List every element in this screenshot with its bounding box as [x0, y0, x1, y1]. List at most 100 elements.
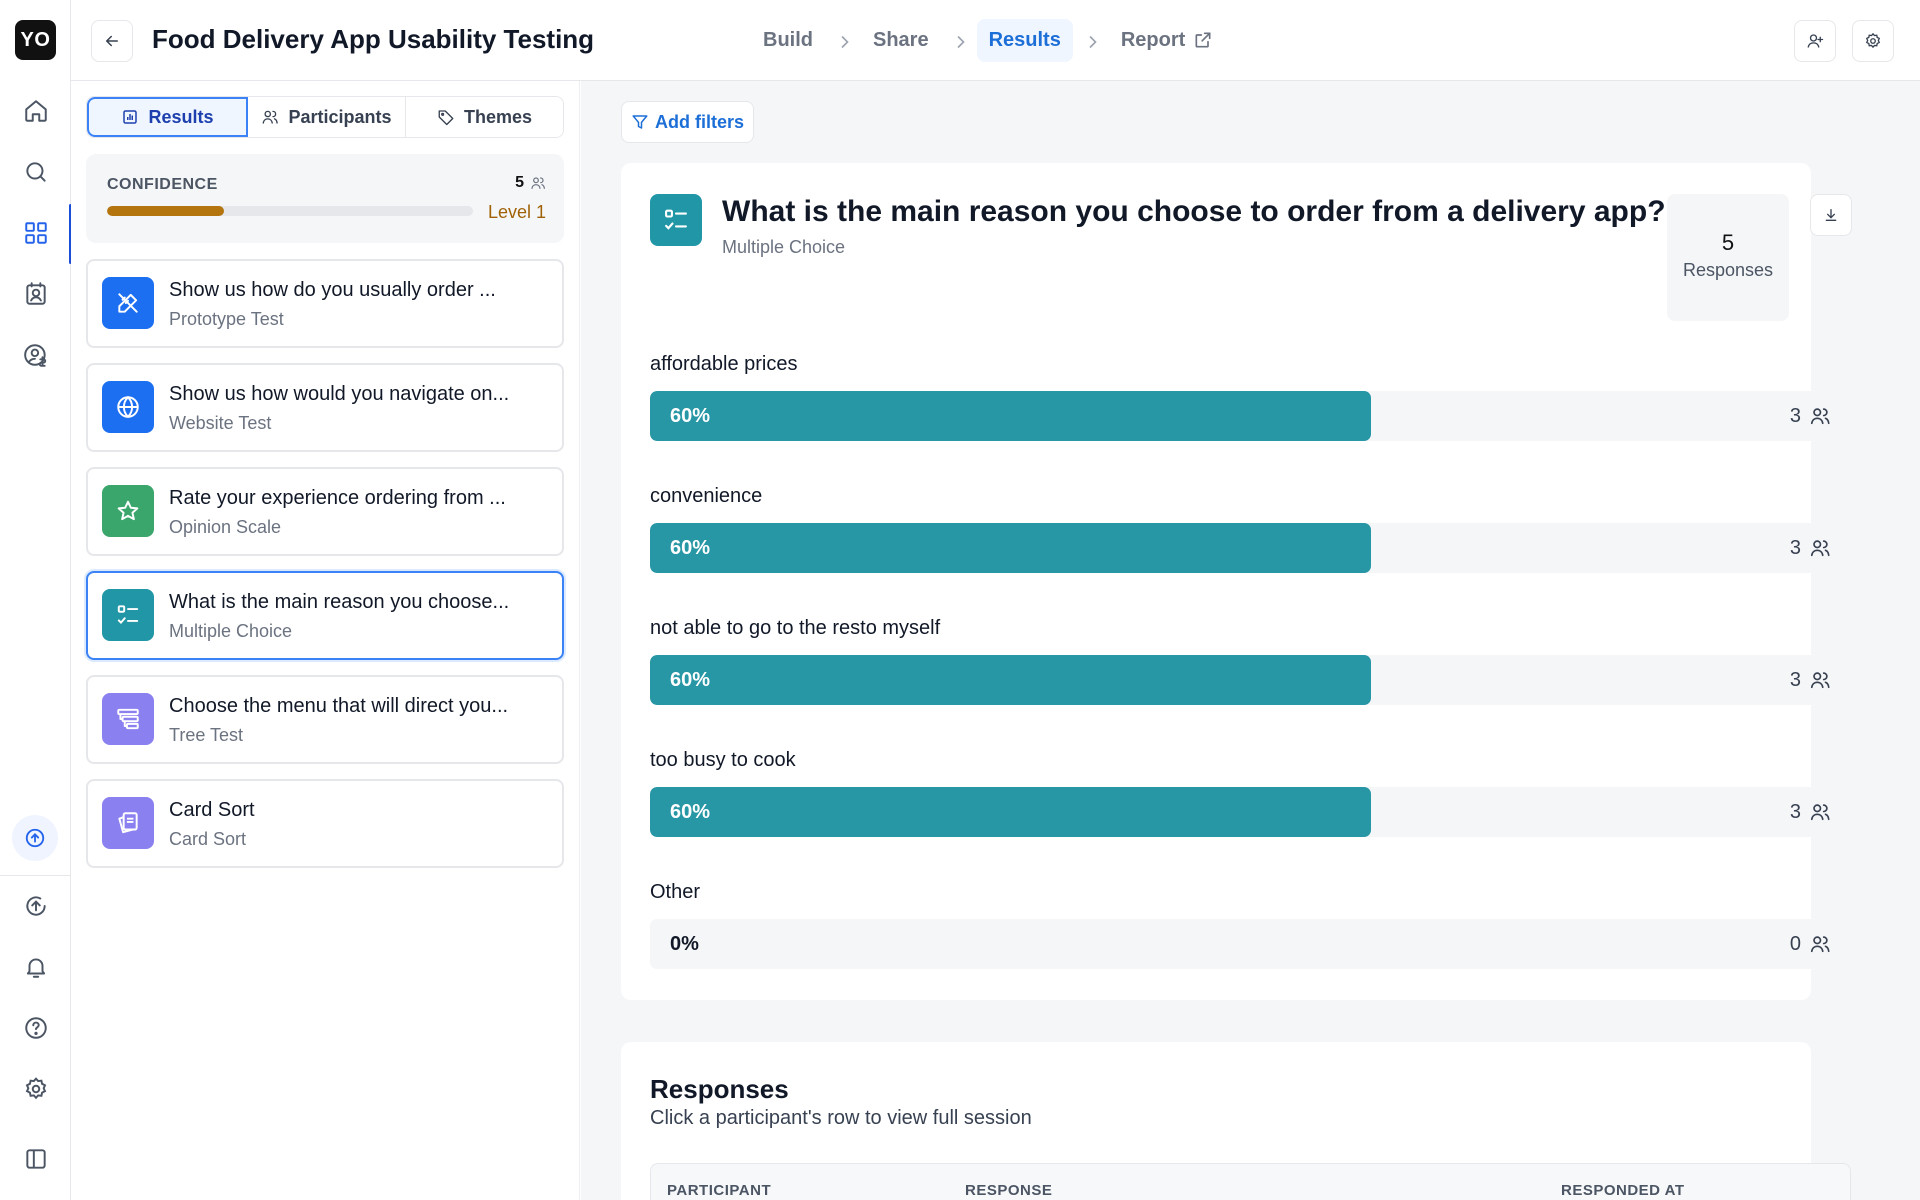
responses-title: Responses — [650, 1074, 789, 1104]
billing-user-icon[interactable] — [14, 333, 58, 377]
user-plus-icon — [1807, 34, 1824, 48]
users-icon — [1810, 408, 1830, 425]
column-response[interactable]: RESPONSE — [965, 1182, 1053, 1199]
confidence-level: Level 1 — [487, 202, 546, 222]
search-icon[interactable] — [14, 150, 58, 194]
back-button[interactable] — [91, 20, 133, 62]
option-count-value: 3 — [1789, 668, 1801, 691]
crumb-build[interactable]: Build — [751, 19, 825, 62]
crumb-report-label: Report — [1120, 28, 1186, 51]
confidence-progress — [107, 206, 473, 216]
option-bar-fill — [650, 787, 1371, 837]
option-label: too busy to cook — [650, 749, 796, 771]
users-icon — [1810, 672, 1830, 689]
option-bar[interactable]: 60% 3 — [650, 391, 1851, 441]
option-count-value: 3 — [1789, 800, 1801, 823]
left-rail: YO — [0, 0, 72, 1200]
task-card-selected[interactable]: What is the main reason you choose... Mu… — [86, 571, 564, 660]
confidence-participants: 5 — [515, 174, 546, 192]
option-bar[interactable]: 0% 0 — [650, 919, 1851, 969]
question-card: What is the main reason you choose to or… — [621, 163, 1852, 1000]
responses-subtitle: Click a participant's row to view full s… — [650, 1107, 1032, 1129]
column-responded-at[interactable]: RESPONDED AT — [1561, 1182, 1685, 1199]
help-icon[interactable] — [14, 1006, 58, 1050]
collapse-sidebar-icon[interactable] — [14, 1137, 58, 1181]
task-card[interactable]: Choose the menu that will direct you... … — [86, 675, 564, 764]
question-type: Multiple Choice — [722, 237, 846, 257]
crumb-share[interactable]: Share — [861, 19, 941, 62]
crumb-share-label: Share — [873, 28, 929, 51]
option-bar[interactable]: 60% 3 — [650, 655, 1851, 705]
upgrade-icon[interactable] — [12, 815, 58, 861]
tree-icon — [102, 693, 154, 745]
results-main: Add filters What is the main reason you … — [581, 81, 1920, 1200]
tab-results[interactable]: Results — [87, 97, 248, 137]
crumb-report[interactable]: Report — [1109, 19, 1225, 62]
responses-summary: 5 Responses — [1667, 194, 1789, 321]
chevron-right-icon — [951, 32, 967, 48]
task-title: Choose the menu that will direct you... — [169, 695, 509, 717]
option-count-value: 0 — [1789, 932, 1801, 955]
option-percent: 0% — [670, 932, 699, 955]
tab-participants-label: Participants — [288, 106, 392, 127]
users-icon — [263, 110, 279, 124]
task-type: Opinion Scale — [169, 517, 282, 537]
confidence-card: CONFIDENCE 5 Level 1 — [86, 154, 564, 243]
option-count: 3 — [1790, 523, 1831, 573]
option-percent: 60% — [670, 536, 711, 559]
bell-icon[interactable] — [14, 945, 58, 989]
task-card[interactable]: Card Sort Card Sort — [86, 779, 564, 868]
tab-themes[interactable]: Themes — [406, 97, 563, 137]
option-label: Other — [650, 881, 701, 903]
option-bar[interactable]: 60% 3 — [650, 523, 1851, 573]
page-title: Food Delivery App Usability Testing — [152, 24, 595, 54]
checklist-icon — [102, 589, 154, 641]
option-label: affordable prices — [650, 353, 798, 375]
task-card[interactable]: Show us how do you usually order ... Pro… — [86, 259, 564, 348]
task-card[interactable]: Show us how would you navigate on... Web… — [86, 363, 564, 452]
rail-divider — [0, 875, 71, 876]
blocks-panel: Results Participants Themes CONFIDENCE 5… — [71, 81, 580, 1200]
download-button[interactable] — [1810, 194, 1852, 236]
cards-icon — [102, 797, 154, 849]
invite-user-button[interactable] — [1794, 20, 1836, 62]
option-bar[interactable]: 60% 3 — [650, 787, 1851, 837]
breadcrumb: Build Share Results Report — [751, 18, 1225, 62]
task-title: What is the main reason you choose... — [169, 591, 510, 613]
gear-icon — [1865, 32, 1881, 49]
home-icon[interactable] — [14, 89, 58, 133]
task-type: Tree Test — [169, 725, 244, 745]
external-link-icon — [1195, 32, 1211, 48]
option-percent: 60% — [670, 800, 711, 823]
bar-chart-icon — [123, 110, 138, 124]
workspace-logo[interactable]: YO — [15, 20, 56, 60]
project-settings-button[interactable] — [1852, 20, 1894, 62]
option-bar-fill — [650, 391, 1371, 441]
crumb-results[interactable]: Results — [976, 18, 1073, 62]
confidence-count: 5 — [515, 174, 524, 191]
users-icon — [1810, 540, 1830, 557]
option-count: 3 — [1790, 391, 1831, 441]
responses-count: 5 — [1721, 230, 1735, 255]
task-title: Rate your experience ordering from ... — [169, 487, 506, 509]
crumb-results-label: Results — [988, 28, 1061, 51]
rail-active-indicator — [69, 204, 72, 264]
settings-icon[interactable] — [14, 1067, 58, 1111]
upload-circle-icon[interactable] — [14, 884, 58, 928]
responses-card: Responses Click a participant's row to v… — [621, 1042, 1851, 1200]
task-type: Multiple Choice — [169, 621, 293, 641]
option-count-value: 3 — [1789, 536, 1801, 559]
arrow-left-icon — [105, 35, 118, 47]
task-title: Show us how do you usually order ... — [169, 279, 496, 301]
column-participant[interactable]: PARTICIPANT — [667, 1182, 772, 1199]
task-type: Card Sort — [169, 829, 247, 849]
contacts-icon[interactable] — [14, 272, 58, 316]
add-filters-button[interactable]: Add filters — [621, 101, 755, 143]
chevron-right-icon — [835, 32, 851, 48]
option-count-value: 3 — [1789, 404, 1801, 427]
grid-icon[interactable] — [14, 211, 58, 255]
responses-table-header: PARTICIPANT RESPONSE RESPONDED AT — [650, 1163, 1851, 1200]
tab-participants[interactable]: Participants — [248, 97, 406, 137]
panel-tabs: Results Participants Themes — [86, 96, 564, 138]
task-card[interactable]: Rate your experience ordering from ... O… — [86, 467, 564, 556]
